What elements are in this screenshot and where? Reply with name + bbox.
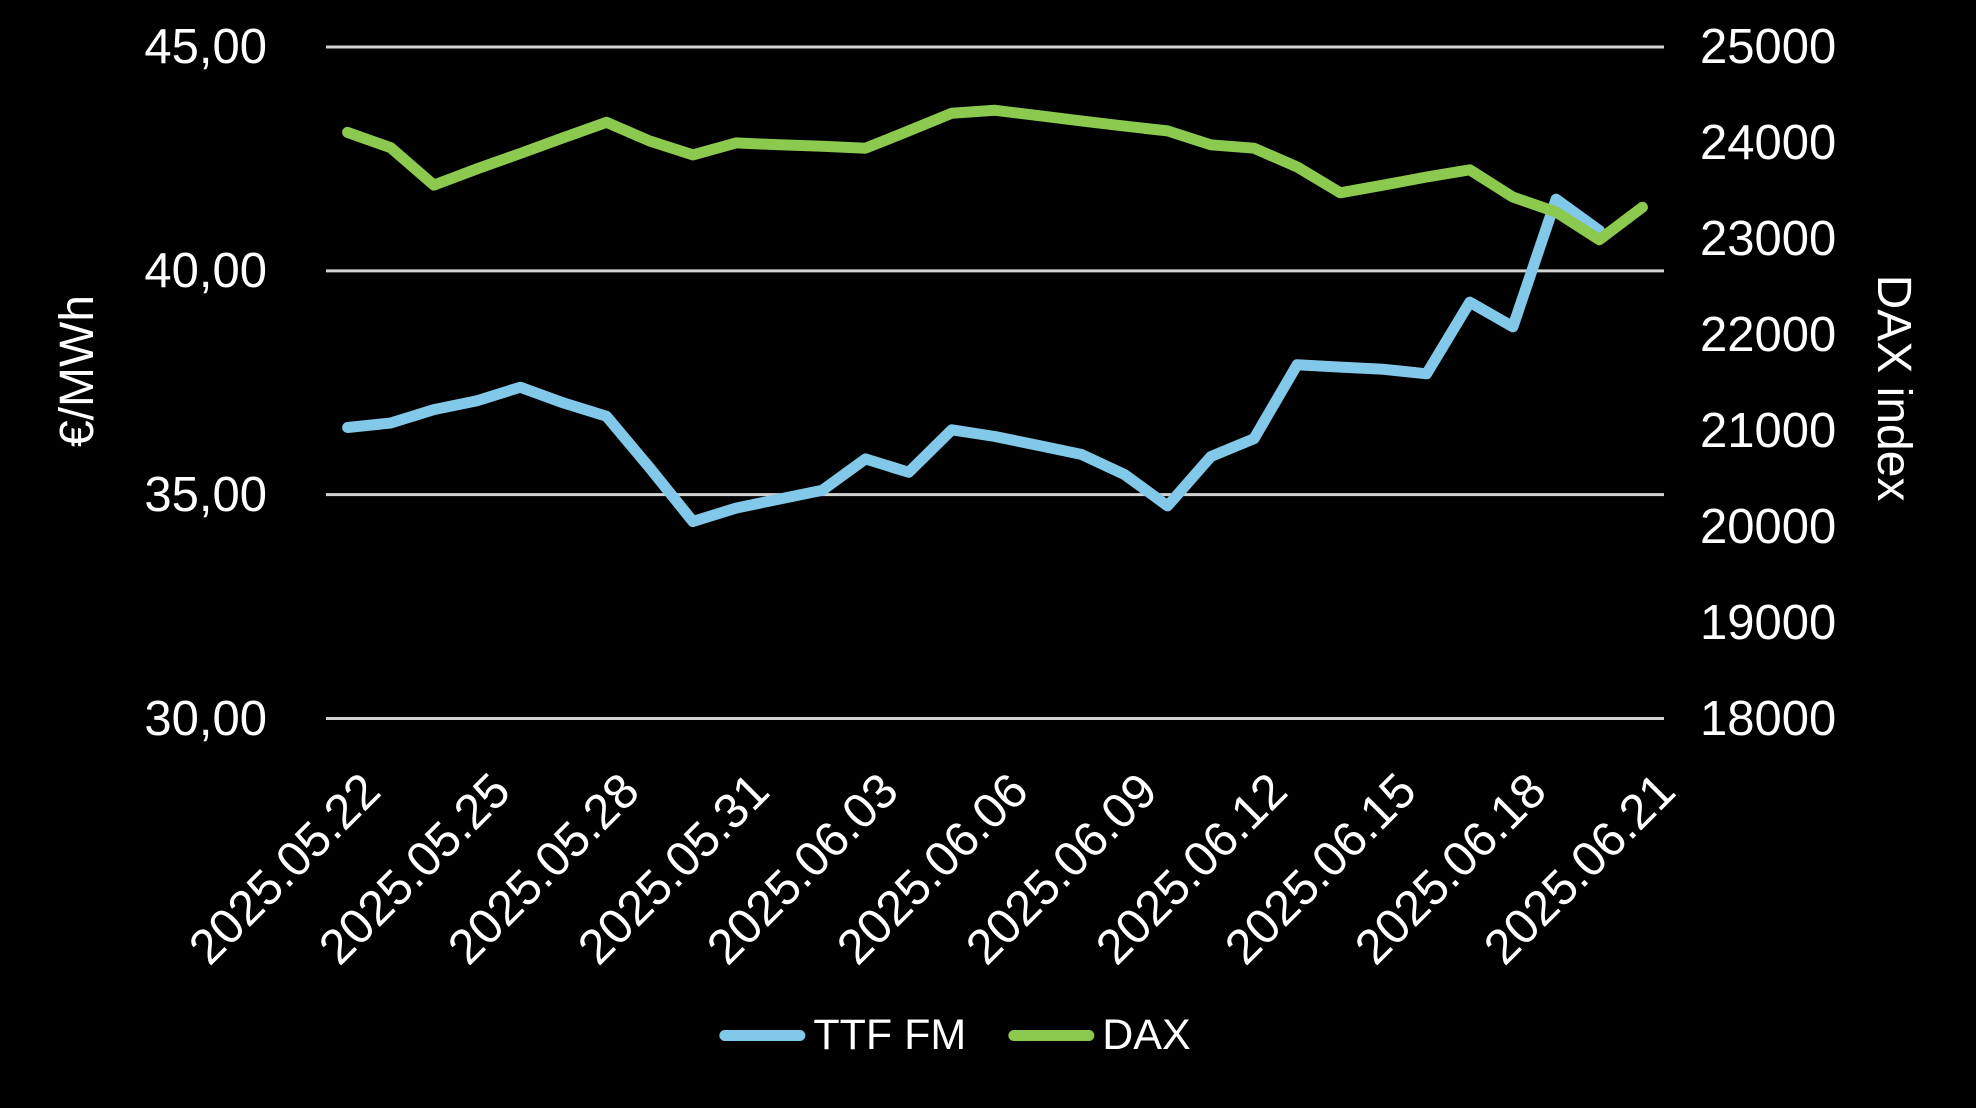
right-axis-tick-label: 18000: [1700, 691, 1837, 746]
ttf-fm-line: [342, 193, 1605, 527]
right-axis-title: DAX index: [1867, 274, 1920, 502]
dax-line: [342, 104, 1648, 246]
series-lines: [342, 104, 1648, 527]
legend-item-dax: DAX: [1008, 1010, 1191, 1060]
legend-swatch-icon: [719, 1029, 806, 1041]
legend-swatch-icon: [1008, 1029, 1095, 1041]
right-axis-tick-label: 25000: [1700, 20, 1837, 74]
left-axis-tick-label: 35,00: [144, 467, 267, 522]
left-axis-tick-label: 40,00: [144, 243, 267, 298]
right-axis-tick-label: 19000: [1700, 595, 1837, 650]
left-axis-title: €/MWh: [51, 294, 104, 448]
right-axis-tick-label: 20000: [1700, 499, 1837, 554]
right-axis-tick-label: 23000: [1700, 211, 1837, 266]
legend-label: TTF FM: [813, 1011, 967, 1059]
horizontal-gridlines: [326, 45, 1664, 720]
left-axis-tick-label: 45,00: [144, 20, 267, 74]
legend-item-ttf-fm: TTF FM: [719, 1010, 966, 1060]
right-axis-tick-label: 22000: [1700, 307, 1837, 362]
right-axis-tick-label: 21000: [1700, 403, 1837, 458]
legend-label: DAX: [1102, 1011, 1191, 1059]
left-axis-tick-label: 30,00: [144, 691, 267, 746]
legend: TTF FM DAX: [719, 1010, 1191, 1060]
right-axis-tick-label: 24000: [1700, 115, 1837, 170]
